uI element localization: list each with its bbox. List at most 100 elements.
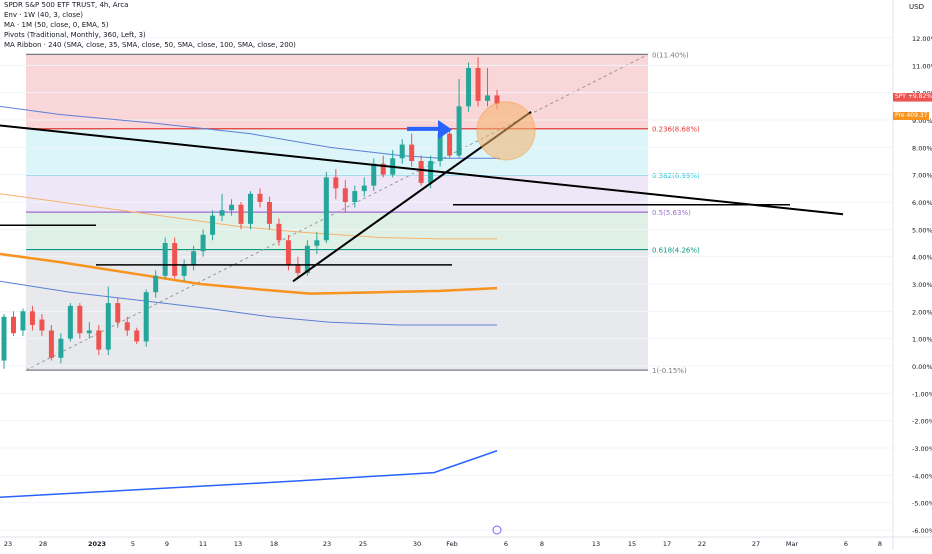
candle-body: [39, 319, 45, 331]
envelope-line: [0, 450, 498, 498]
y-tick-label: 9.00%: [912, 117, 932, 125]
candle-body: [153, 275, 159, 293]
pre-tag-value: 409.37: [906, 112, 928, 119]
ma-line-blue-upper: [0, 105, 500, 159]
highlight-circle: [476, 101, 536, 161]
fib-zone: [26, 54, 648, 129]
x-tick-label: 11: [199, 540, 207, 548]
x-tick-label: 28: [39, 540, 47, 548]
candle-body: [10, 316, 16, 334]
legend-title[interactable]: SPDR S&P 500 ETF TRUST, 4h, Arca: [4, 1, 129, 9]
candle-body: [200, 234, 206, 252]
candle-body: [181, 264, 187, 276]
candle-body: [409, 144, 415, 161]
x-tick-label: 9: [165, 540, 169, 548]
candle-body: [67, 305, 73, 339]
fib-trend-line: [25, 53, 649, 371]
candle-body: [304, 245, 310, 274]
candle-body: [342, 188, 348, 202]
legend-env[interactable]: Env · 1W (40, 3, close): [4, 11, 84, 19]
candle-body: [456, 106, 462, 156]
y-tick-label: 0.00%: [912, 363, 932, 371]
candle-body: [333, 177, 339, 189]
y-tick-label: -5.00%: [912, 500, 932, 508]
spy-tag-value: +9.82%: [907, 93, 932, 100]
candle-body: [352, 191, 358, 202]
x-tick-label: 5: [131, 540, 135, 548]
x-tick-label: 18: [270, 540, 278, 548]
y-tick-label: 6.00%: [912, 199, 932, 207]
candle-body: [295, 264, 301, 274]
x-tick-label: 25: [359, 540, 367, 548]
candle-body: [105, 303, 111, 350]
y-tick-label: 5.00%: [912, 226, 932, 234]
x-tick-label: 17: [663, 540, 671, 548]
x-tick-label: 15: [628, 540, 636, 548]
x-tick-label: 8: [540, 540, 544, 548]
y-tick-label: 12.00%: [912, 35, 932, 43]
candle-body: [191, 251, 197, 265]
y-tick-label: 7.00%: [912, 172, 932, 180]
candle-body: [86, 330, 92, 334]
candle-body: [20, 311, 26, 331]
y-tick-label: 4.00%: [912, 254, 932, 262]
candle-body: [485, 95, 491, 101]
candle-body: [428, 161, 434, 183]
legend-pivots[interactable]: Pivots (Traditional, Monthly, 360, Left,…: [4, 31, 146, 39]
candle-body: [29, 311, 35, 325]
candle-body: [437, 133, 443, 161]
candle-body: [447, 133, 453, 156]
pre-tag: Pre 409.37: [893, 112, 930, 120]
candle-body: [96, 330, 102, 350]
fib-level-label: 0.618(4.26%): [652, 247, 700, 255]
x-tick-label: 8: [878, 540, 882, 548]
candle-body: [58, 338, 64, 358]
candle-body: [257, 193, 263, 202]
legend-ma[interactable]: MA · 1M (50, close, 0, EMA, 5): [4, 21, 109, 29]
x-tick-label: 23: [323, 540, 331, 548]
legend-ribbon[interactable]: MA Ribbon · 240 (SMA, close, 35, SMA, cl…: [4, 41, 296, 49]
candle-body: [134, 330, 140, 342]
x-tick-label: 6: [844, 540, 848, 548]
candle-body: [210, 215, 216, 235]
candle-body: [1, 316, 7, 361]
candle-body: [494, 95, 500, 104]
x-tick-label: 13: [234, 540, 242, 548]
candle-body: [219, 210, 225, 216]
fib-zone: [26, 128, 648, 175]
y-tick-label: -3.00%: [912, 445, 932, 453]
x-tick-label: 23: [4, 540, 12, 548]
y-tick-label: -4.00%: [912, 472, 932, 480]
spy-tag: SPY +9.82%: [893, 93, 932, 101]
spy-tag-label: SPY: [895, 93, 906, 100]
candle-body: [380, 163, 386, 175]
candle-body: [229, 204, 235, 211]
y-tick-label: 3.00%: [912, 281, 932, 289]
candle-body: [371, 163, 377, 186]
fib-level-label: 0.236(8.68%): [652, 126, 700, 134]
candle-body: [162, 243, 168, 276]
y-tick-label: -1.00%: [912, 390, 932, 398]
ma-line-orange-thin: [0, 193, 497, 240]
y-tick-label: 2.00%: [912, 308, 932, 316]
trendline-descending: [0, 124, 844, 216]
candle-body: [399, 144, 405, 159]
fib-level-label: 1(-0.15%): [652, 367, 687, 375]
candle-body: [475, 68, 481, 101]
candle-body: [266, 202, 272, 224]
fib-zone: [26, 249, 648, 371]
candle-body: [314, 240, 320, 246]
event-marker-icon: [492, 525, 502, 535]
x-tick-label: 13: [592, 540, 600, 548]
y-tick-label: 11.00%: [912, 62, 932, 70]
candle-body: [124, 322, 130, 331]
y-tick-label: -6.00%: [912, 527, 932, 535]
x-tick-label: 2023: [88, 540, 106, 548]
candle-body: [143, 292, 149, 342]
candle-body: [466, 68, 472, 107]
arrow-icon: [407, 120, 452, 140]
candle-body: [361, 185, 367, 192]
y-tick-label: -2.00%: [912, 418, 932, 426]
